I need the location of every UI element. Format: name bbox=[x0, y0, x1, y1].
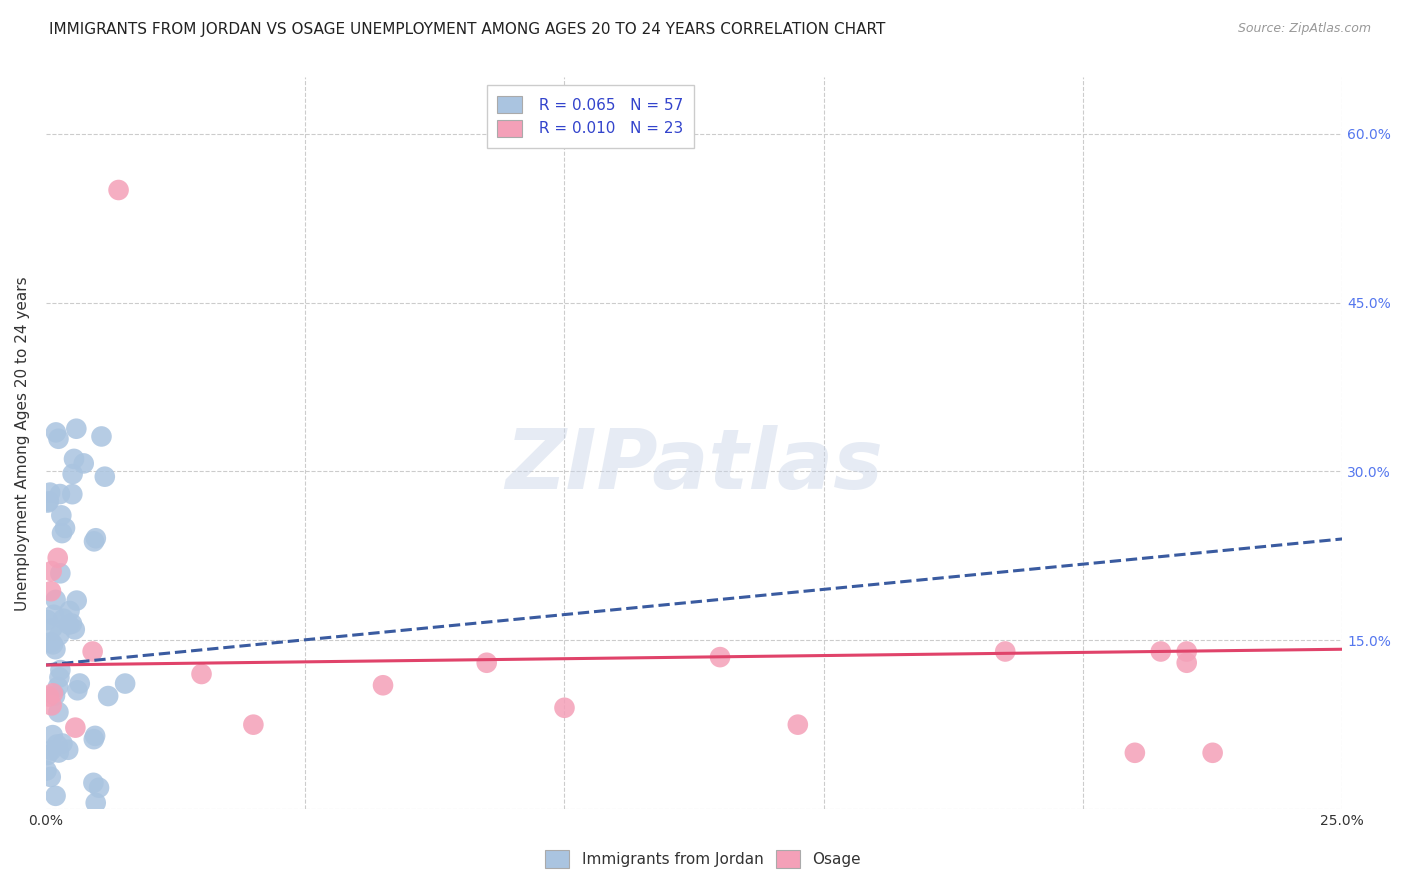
Point bbox=[41, 564, 63, 578]
Point bbox=[69, 676, 91, 690]
Point bbox=[48, 746, 70, 760]
Point bbox=[65, 422, 87, 436]
Point bbox=[58, 604, 80, 618]
Point bbox=[60, 616, 83, 631]
Point bbox=[41, 698, 63, 713]
Point bbox=[709, 650, 731, 665]
Point bbox=[60, 487, 83, 501]
Point bbox=[66, 683, 89, 698]
Point bbox=[39, 584, 62, 599]
Point bbox=[553, 700, 575, 714]
Point bbox=[84, 531, 107, 545]
Point bbox=[44, 689, 66, 703]
Point bbox=[48, 705, 70, 719]
Y-axis label: Unemployment Among Ages 20 to 24 years: Unemployment Among Ages 20 to 24 years bbox=[15, 276, 30, 610]
Legend: Immigrants from Jordan, Osage: Immigrants from Jordan, Osage bbox=[537, 843, 869, 875]
Point bbox=[87, 780, 110, 795]
Point bbox=[1175, 656, 1198, 670]
Point bbox=[63, 451, 86, 466]
Point bbox=[42, 637, 65, 651]
Text: ZIPatlas: ZIPatlas bbox=[505, 425, 883, 506]
Text: Source: ZipAtlas.com: Source: ZipAtlas.com bbox=[1237, 22, 1371, 36]
Point bbox=[42, 607, 65, 622]
Point bbox=[371, 678, 394, 692]
Point bbox=[38, 494, 60, 508]
Point bbox=[82, 644, 104, 658]
Point bbox=[82, 776, 104, 790]
Point bbox=[66, 593, 89, 607]
Point bbox=[42, 686, 65, 700]
Point bbox=[65, 721, 87, 735]
Point bbox=[38, 690, 60, 704]
Point bbox=[46, 550, 69, 565]
Point bbox=[35, 764, 58, 778]
Point bbox=[786, 717, 808, 731]
Point bbox=[45, 592, 67, 607]
Point bbox=[52, 612, 75, 626]
Point bbox=[62, 467, 84, 481]
Point bbox=[1150, 644, 1173, 658]
Point bbox=[97, 689, 120, 703]
Point bbox=[46, 680, 69, 694]
Point bbox=[190, 667, 212, 681]
Point bbox=[994, 644, 1017, 658]
Point bbox=[1175, 644, 1198, 658]
Point bbox=[41, 621, 63, 635]
Point bbox=[84, 796, 107, 810]
Point bbox=[48, 432, 70, 446]
Point bbox=[51, 526, 73, 541]
Point bbox=[37, 613, 59, 627]
Point bbox=[39, 635, 62, 649]
Point bbox=[37, 747, 59, 762]
Point bbox=[83, 534, 105, 549]
Point bbox=[45, 789, 67, 803]
Point bbox=[41, 728, 63, 742]
Point bbox=[1201, 746, 1223, 760]
Point bbox=[51, 737, 73, 751]
Point bbox=[51, 508, 73, 523]
Point bbox=[53, 521, 76, 535]
Point bbox=[48, 629, 70, 643]
Point bbox=[48, 670, 70, 684]
Point bbox=[114, 676, 136, 690]
Text: IMMIGRANTS FROM JORDAN VS OSAGE UNEMPLOYMENT AMONG AGES 20 TO 24 YEARS CORRELATI: IMMIGRANTS FROM JORDAN VS OSAGE UNEMPLOY… bbox=[49, 22, 886, 37]
Point bbox=[84, 729, 107, 743]
Legend:  R = 0.065   N = 57,  R = 0.010   N = 23: R = 0.065 N = 57, R = 0.010 N = 23 bbox=[486, 85, 695, 148]
Point bbox=[1123, 746, 1146, 760]
Point bbox=[107, 183, 129, 197]
Point bbox=[39, 770, 62, 784]
Point bbox=[73, 457, 96, 471]
Point bbox=[242, 717, 264, 731]
Point bbox=[49, 487, 72, 501]
Point bbox=[41, 743, 63, 757]
Point bbox=[90, 429, 112, 443]
Point bbox=[63, 623, 86, 637]
Point bbox=[49, 663, 72, 677]
Point bbox=[94, 469, 117, 483]
Point bbox=[58, 617, 80, 632]
Point bbox=[46, 738, 69, 752]
Point bbox=[475, 656, 498, 670]
Point bbox=[45, 425, 67, 440]
Point bbox=[49, 566, 72, 581]
Point bbox=[44, 642, 66, 657]
Point bbox=[39, 485, 62, 500]
Point bbox=[37, 495, 59, 509]
Point bbox=[83, 732, 105, 747]
Point bbox=[56, 743, 79, 757]
